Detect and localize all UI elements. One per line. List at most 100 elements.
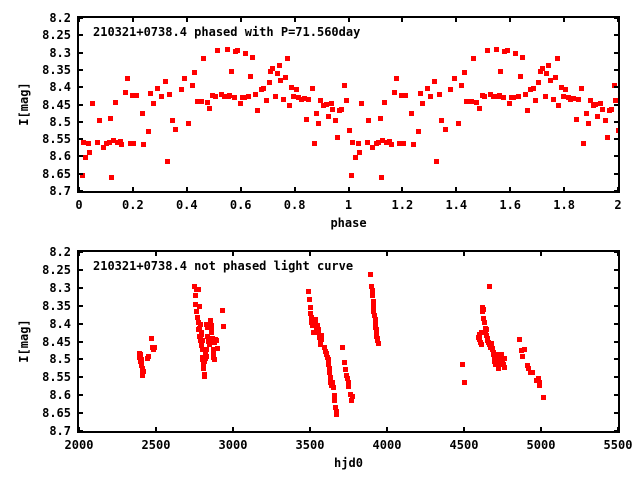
data-point (100, 144, 106, 150)
data-point (106, 139, 112, 145)
data-point (340, 345, 346, 351)
x-tick-label: 3000 (218, 438, 248, 452)
y-tick-label: 8.5 (49, 352, 71, 367)
data-point (519, 353, 525, 359)
data-point (312, 316, 318, 322)
data-point (375, 338, 381, 344)
data-point (325, 357, 331, 363)
data-point (550, 97, 556, 103)
data-point (268, 69, 274, 75)
x-tick-mark (401, 16, 404, 22)
x-tick-mark (131, 187, 134, 193)
data-point (537, 382, 543, 388)
data-point (328, 100, 334, 106)
data-point (329, 380, 335, 386)
data-point (306, 97, 312, 103)
data-point (311, 330, 317, 336)
data-point (210, 347, 216, 353)
y-tick-mark (614, 120, 620, 123)
data-point (496, 93, 502, 99)
y-tick-label: 8.2 (49, 245, 71, 259)
y-tick-label: 8.4 (49, 80, 71, 95)
y-tick-mark (77, 86, 83, 89)
x-tick-label: 5000 (526, 438, 556, 452)
data-point (479, 92, 485, 98)
data-point (141, 141, 147, 147)
data-point (611, 82, 617, 88)
x-tick-mark (155, 250, 157, 256)
data-point (474, 99, 480, 105)
data-point (554, 55, 560, 61)
x-tick-mark (347, 187, 350, 193)
data-point (95, 139, 101, 145)
data-point (228, 68, 234, 74)
x-tick-mark (239, 16, 242, 22)
data-point (464, 99, 470, 105)
data-point (518, 348, 524, 354)
y-tick-label: 8.35 (42, 62, 71, 77)
y-tick-mark (77, 155, 83, 158)
data-point (139, 366, 145, 372)
data-point (258, 86, 264, 92)
unphased-plot-title: 210321+0738.4 not phased light curve (93, 259, 354, 273)
data-point (400, 140, 406, 146)
data-point (343, 97, 349, 103)
data-point (139, 363, 145, 369)
x-tick-mark (185, 187, 188, 193)
data-point (273, 93, 279, 99)
data-point (368, 272, 374, 278)
data-point (208, 323, 214, 329)
data-point (563, 87, 569, 93)
data-point (598, 100, 604, 106)
data-point (448, 86, 454, 92)
data-point (525, 363, 531, 369)
data-point (403, 92, 409, 98)
data-point (296, 95, 302, 101)
data-point (316, 121, 322, 127)
y-tick-mark (614, 68, 620, 71)
x-tick-mark (232, 250, 234, 256)
data-point (571, 96, 577, 102)
y-tick-label: 8.45 (42, 334, 71, 349)
data-point (114, 139, 120, 145)
y-tick-mark (77, 190, 83, 192)
data-point (182, 76, 188, 82)
data-point (415, 128, 421, 134)
data-point (137, 352, 143, 358)
y-tick-mark (77, 430, 83, 432)
x-tick-mark (617, 16, 619, 22)
data-point (86, 140, 92, 146)
data-point (470, 55, 476, 61)
data-point (199, 98, 205, 104)
data-point (436, 91, 442, 97)
data-point (599, 107, 605, 113)
y-tick-mark (77, 251, 83, 253)
data-point (331, 393, 337, 399)
data-point (372, 316, 378, 322)
data-point (533, 97, 539, 103)
data-point (394, 75, 400, 81)
data-point (330, 107, 336, 113)
data-point (195, 320, 201, 326)
data-point (568, 97, 574, 103)
data-point (293, 87, 299, 93)
data-point (325, 113, 331, 119)
data-point (558, 84, 564, 90)
data-point (231, 95, 237, 101)
data-point (301, 96, 307, 102)
data-point (139, 358, 145, 364)
data-point (546, 63, 552, 69)
data-point (158, 94, 164, 100)
data-point (210, 92, 216, 98)
data-point (370, 144, 376, 150)
data-point (479, 330, 485, 336)
data-point (270, 66, 276, 72)
data-point (318, 341, 324, 347)
y-tick-label: 8.25 (42, 28, 71, 43)
data-point (387, 138, 393, 144)
data-point (199, 338, 205, 344)
y-tick-mark (77, 120, 83, 123)
data-point (434, 159, 440, 165)
y-tick-mark (77, 34, 83, 37)
